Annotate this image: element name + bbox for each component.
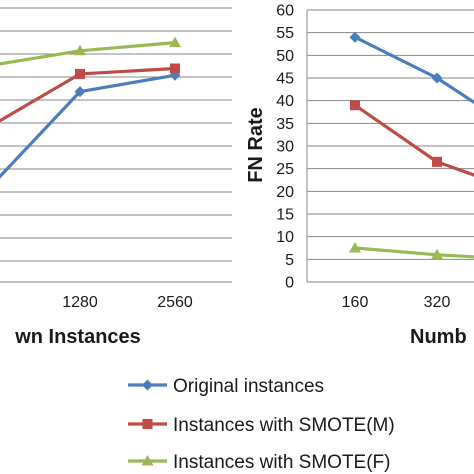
right-y-tick-label: 20 bbox=[276, 184, 294, 201]
right-y-tick-label: 35 bbox=[276, 116, 294, 133]
right-data-point bbox=[350, 100, 360, 111]
right-y-tick-label: 15 bbox=[276, 207, 294, 224]
legend-marker bbox=[142, 419, 153, 429]
right-y-tick-label: 60 bbox=[276, 3, 294, 20]
right-y-tick-label: 40 bbox=[276, 93, 294, 110]
right-y-tick-label: 55 bbox=[276, 25, 294, 42]
right-data-point bbox=[431, 248, 443, 260]
left-x-tick-label: 2560 bbox=[157, 294, 193, 311]
right-y-tick-label: 45 bbox=[276, 71, 294, 88]
left-gridlines bbox=[0, 7, 232, 262]
right-series-line bbox=[354, 103, 474, 177]
right-y-tick-label: 30 bbox=[276, 139, 294, 156]
right-y-tick-label: 5 bbox=[285, 252, 294, 269]
left-chart: 1280 2560 wn Instances bbox=[0, 7, 232, 348]
right-data-point bbox=[432, 156, 442, 167]
right-x-axis-title: Numb bbox=[410, 326, 467, 348]
legend-label: Original instances bbox=[173, 376, 324, 397]
right-series-lines bbox=[349, 31, 474, 260]
left-series-line bbox=[0, 73, 176, 179]
left-x-tick-label: 1280 bbox=[62, 294, 98, 311]
left-data-point bbox=[74, 86, 86, 98]
right-y-tick-label: 25 bbox=[276, 161, 294, 178]
left-data-point bbox=[74, 44, 86, 56]
right-x-tick-label: 320 bbox=[424, 294, 451, 311]
left-data-point bbox=[170, 63, 180, 74]
right-series-line bbox=[354, 246, 474, 259]
legend-label: Instances with SMOTE(M) bbox=[173, 415, 395, 436]
right-y-tick-labels: 0 5 10 15 20 25 30 35 40 45 50 55 60 bbox=[276, 3, 294, 292]
right-data-point bbox=[349, 242, 361, 253]
left-x-tick-labels: 1280 2560 bbox=[62, 294, 193, 311]
left-data-point bbox=[169, 36, 181, 48]
legend-marker bbox=[142, 379, 153, 391]
legend: Original instances Instances with SMOTE(M… bbox=[128, 376, 395, 473]
left-series-line bbox=[0, 41, 176, 66]
right-y-axis-title: FN Rate bbox=[245, 107, 267, 183]
right-y-tick-label: 0 bbox=[285, 275, 294, 292]
right-x-tick-label: 160 bbox=[342, 294, 369, 311]
right-y-tick-label: 50 bbox=[276, 48, 294, 65]
right-gridlines bbox=[307, 9, 474, 283]
right-axis bbox=[306, 10, 474, 283]
left-x-axis-title: wn Instances bbox=[14, 326, 141, 348]
legend-label: Instances with SMOTE(F) bbox=[173, 452, 391, 473]
left-data-point bbox=[75, 68, 85, 79]
legend-marker bbox=[141, 455, 154, 466]
right-data-point bbox=[431, 72, 443, 84]
left-series-lines bbox=[0, 36, 181, 179]
right-x-tick-labels: 160 320 bbox=[342, 294, 451, 311]
right-y-tick-label: 10 bbox=[276, 229, 294, 246]
right-data-point bbox=[349, 31, 361, 43]
